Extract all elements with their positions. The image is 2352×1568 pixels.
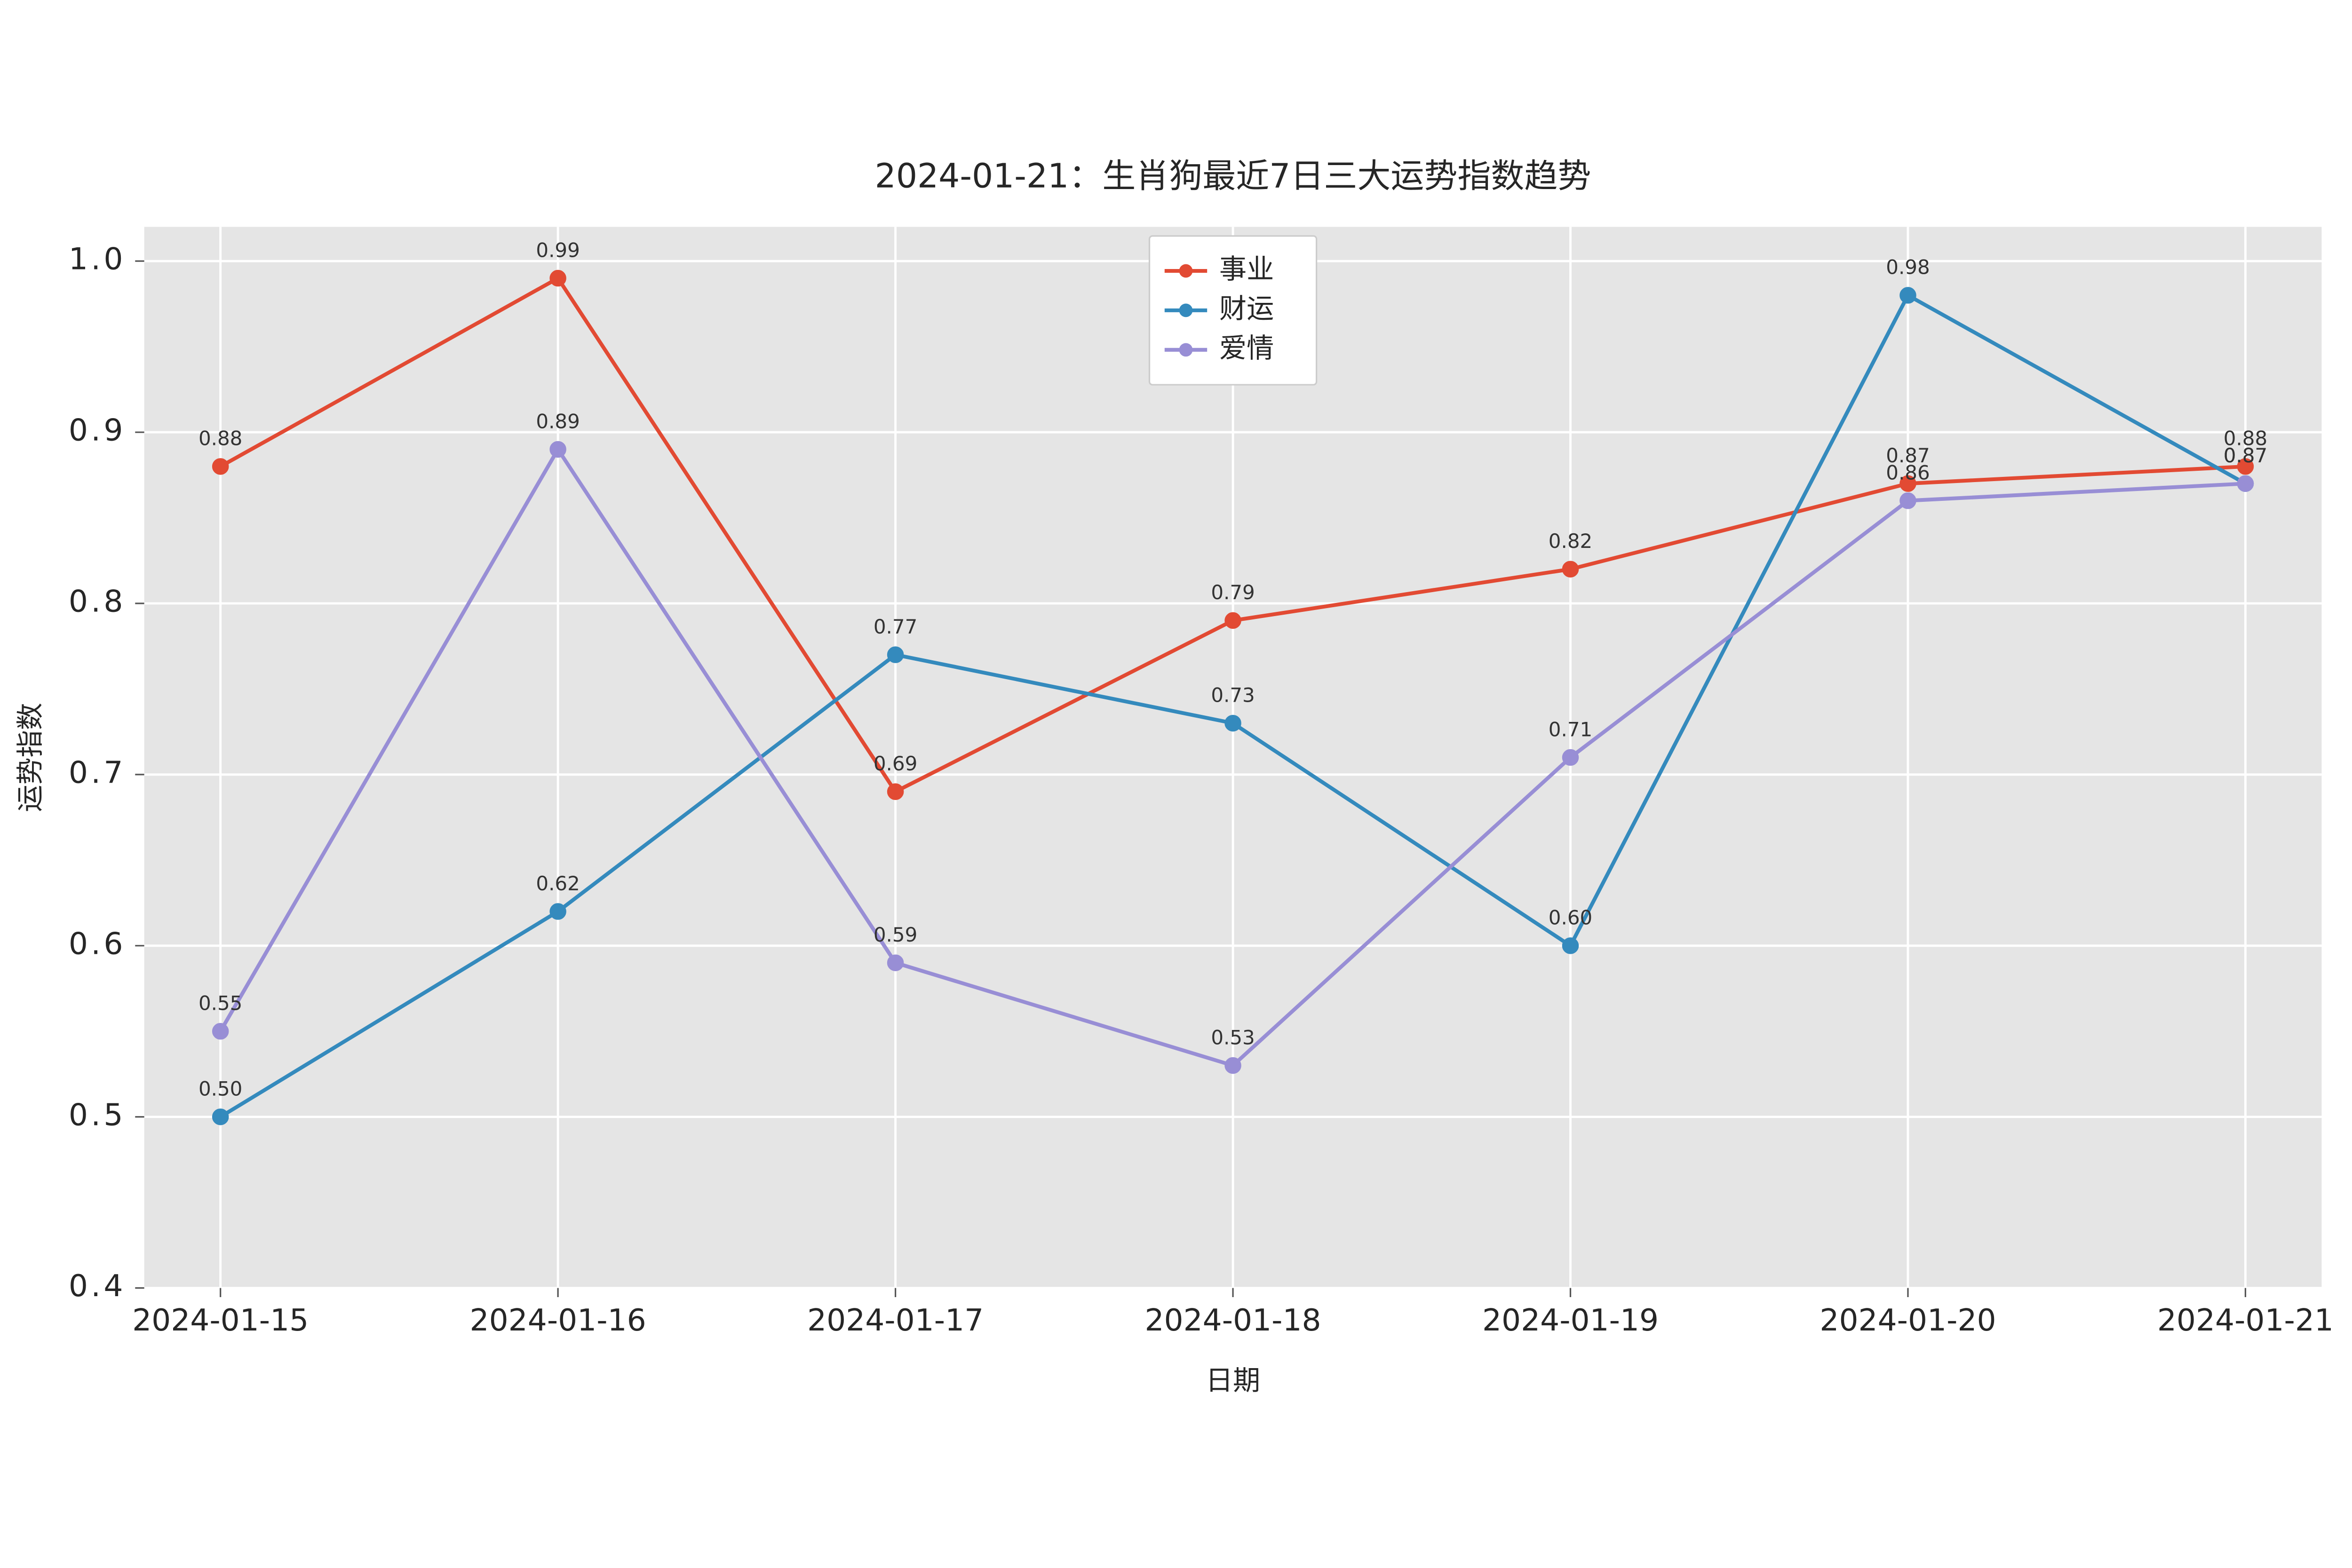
- x-tick-label: 2024-01-15: [132, 1303, 309, 1338]
- value-label: 0.60: [1549, 906, 1592, 929]
- line-chart: 0.4 0.5 0.6 0.7 0.8 0.9 1.0 2024-01-15 2024-01-1…: [0, 0, 2352, 1568]
- series-marker: [213, 1109, 228, 1125]
- series-marker: [213, 1024, 228, 1039]
- chart-title: 2024-01-21：生肖狗最近7日三大运势指数趋势: [875, 156, 1591, 195]
- x-tick-label: 2024-01-20: [1820, 1303, 1996, 1338]
- series-marker: [1563, 562, 1578, 577]
- x-tick-label: 2024-01-18: [1144, 1303, 1321, 1338]
- x-tick-label: 2024-01-17: [807, 1303, 984, 1338]
- series-marker: [550, 270, 565, 285]
- x-tick-label: 2024-01-16: [470, 1303, 646, 1338]
- series-marker: [1563, 750, 1578, 765]
- y-axis-label: 运势指数: [14, 703, 46, 812]
- series-marker: [1900, 493, 1915, 508]
- series-marker: [213, 459, 228, 474]
- y-tick-label: 0.6: [69, 926, 126, 961]
- y-tick-label: 0.4: [69, 1268, 126, 1304]
- y-tick-label: 0.9: [69, 413, 126, 448]
- value-label: 0.79: [1211, 581, 1255, 604]
- series-marker: [888, 955, 903, 970]
- legend: 事业财运爱情: [1150, 236, 1317, 385]
- value-label: 0.88: [199, 427, 242, 450]
- series-marker: [888, 784, 903, 799]
- legend-label: 爱情: [1219, 332, 1274, 364]
- value-label: 0.98: [1886, 256, 1930, 279]
- legend-label: 财运: [1219, 293, 1274, 325]
- value-label: 0.62: [536, 872, 580, 895]
- value-label: 0.69: [874, 752, 917, 775]
- y-tick-label: 1.0: [69, 242, 126, 277]
- legend-label: 事业: [1219, 253, 1274, 285]
- series-marker: [550, 904, 565, 919]
- series-marker: [2238, 476, 2253, 491]
- value-label: 0.50: [199, 1077, 242, 1101]
- x-tick-label: 2024-01-19: [1482, 1303, 1659, 1338]
- value-label: 0.55: [199, 992, 242, 1015]
- series-marker: [888, 647, 903, 662]
- value-label: 0.73: [1211, 684, 1255, 707]
- value-label: 0.82: [1549, 530, 1592, 553]
- value-label: 0.87: [2224, 444, 2267, 467]
- value-label: 0.71: [1549, 718, 1592, 741]
- x-axis-label: 日期: [1206, 1364, 1260, 1396]
- value-label: 0.89: [536, 410, 580, 433]
- series-marker: [1900, 288, 1915, 303]
- series-marker: [1563, 938, 1578, 953]
- y-tick-label: 0.8: [69, 584, 126, 619]
- value-label: 0.53: [1211, 1026, 1255, 1049]
- value-label: 0.77: [874, 615, 917, 638]
- series-marker: [1225, 1058, 1240, 1073]
- series-marker: [1225, 716, 1240, 731]
- series-marker: [1225, 613, 1240, 628]
- value-label: 0.59: [874, 923, 917, 946]
- y-tick-label: 0.5: [69, 1097, 126, 1132]
- series-marker: [550, 442, 565, 457]
- chart-container: 0.4 0.5 0.6 0.7 0.8 0.9 1.0 2024-01-15 2024-01-1…: [0, 0, 2352, 1568]
- x-tick-label: 2024-01-21: [2157, 1303, 2334, 1338]
- value-label: 0.86: [1886, 461, 1930, 484]
- y-tick-label: 0.7: [69, 755, 126, 790]
- value-label: 0.99: [536, 238, 580, 261]
